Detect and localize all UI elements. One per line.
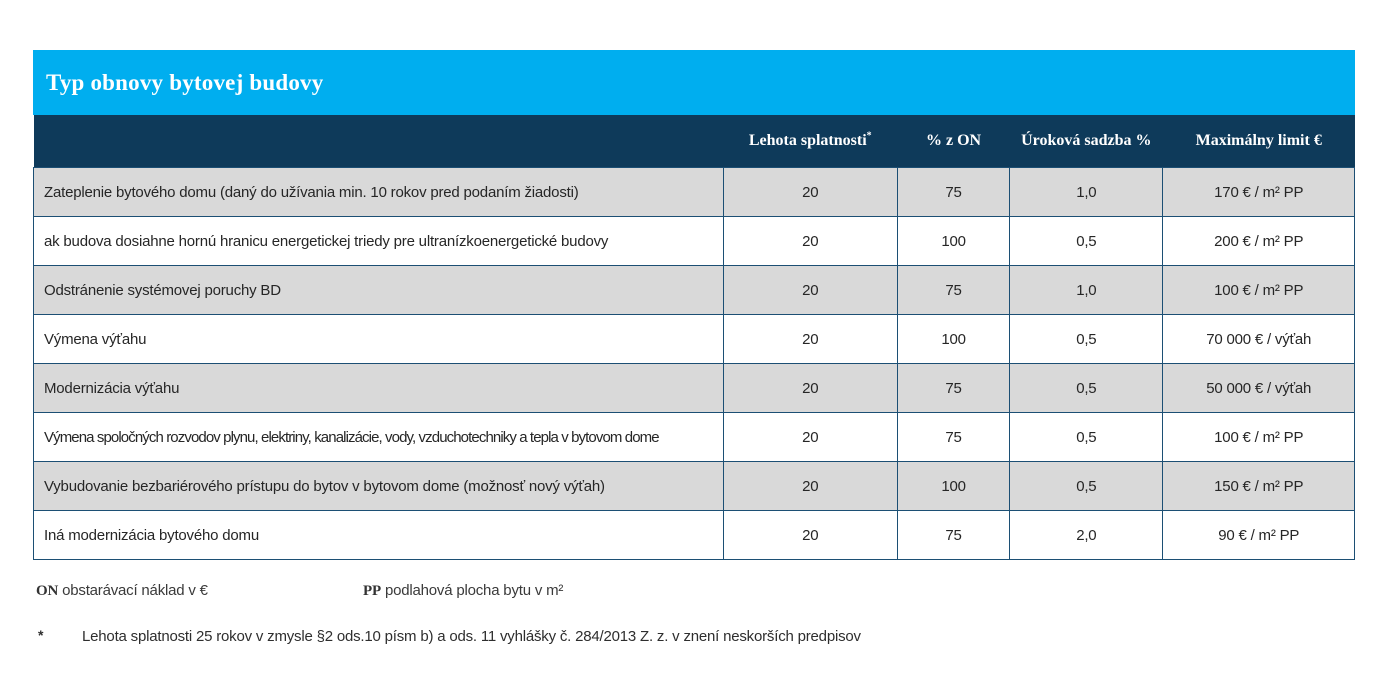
renovation-types-table: Typ obnovy bytovej budovy Lehota splatno… <box>33 50 1355 560</box>
footnote-marker-sup: * <box>866 130 872 142</box>
row-limit: 70 000 € / výťah <box>1162 314 1355 364</box>
legend-item-pp: PP podlahová plocha bytu v m² <box>363 582 563 600</box>
row-description: Výmena spoločných rozvodov plynu, elektr… <box>33 412 724 462</box>
table-row: Odstránenie systémovej poruchy BD 20 75 … <box>33 265 1355 315</box>
legend-text-on: obstarávací náklad v € <box>62 582 208 599</box>
page-title: Typ obnovy bytovej budovy <box>46 69 324 95</box>
row-term: 20 <box>722 510 898 560</box>
table-row: Výmena výťahu 20 100 0,5 70 000 € / výťa… <box>33 314 1355 364</box>
legend-item-on: ON obstarávací náklad v € <box>36 582 208 600</box>
row-rate: 0,5 <box>1009 461 1164 511</box>
row-pct-on: 100 <box>896 461 1011 511</box>
row-rate: 1,0 <box>1009 167 1164 217</box>
row-limit: 50 000 € / výťah <box>1162 363 1355 413</box>
row-pct-on: 100 <box>896 216 1011 266</box>
row-description: Modernizácia výťahu <box>33 363 724 413</box>
row-limit: 100 € / m² PP <box>1162 412 1355 462</box>
column-header-empty <box>33 115 724 168</box>
row-pct-on: 75 <box>896 167 1011 217</box>
table-row: Výmena spoločných rozvodov plynu, elektr… <box>33 412 1355 462</box>
header-row: Lehota splatnosti* % z ON Úroková sadzba… <box>33 115 1355 168</box>
row-description: ak budova dosiahne hornú hranicu energet… <box>33 216 724 266</box>
row-term: 20 <box>722 216 898 266</box>
abbreviation-legend: ON obstarávací náklad v € PP podlahová plo… <box>36 582 1356 606</box>
footnote: * Lehota splatnosti 25 rokov v zmysle §2… <box>38 628 1358 645</box>
row-limit: 170 € / m² PP <box>1162 167 1355 217</box>
row-description: Iná modernizácia bytového domu <box>33 510 724 560</box>
row-pct-on: 100 <box>896 314 1011 364</box>
row-term: 20 <box>722 265 898 315</box>
legend-abbr-on: ON <box>36 583 59 599</box>
row-term: 20 <box>722 167 898 217</box>
legend-abbr-pp: PP <box>363 583 381 599</box>
column-header-rate: Úroková sadzba % <box>1009 115 1163 168</box>
row-description: Vybudovanie bezbariérového prístupu do b… <box>33 461 724 511</box>
row-limit: 100 € / m² PP <box>1162 265 1355 315</box>
row-rate: 0,5 <box>1009 314 1164 364</box>
footnote-text: Lehota splatnosti 25 rokov v zmysle §2 o… <box>82 628 861 645</box>
row-pct-on: 75 <box>896 363 1011 413</box>
row-rate: 0,5 <box>1009 412 1164 462</box>
table-title-bar: Typ obnovy bytovej budovy <box>33 50 1355 115</box>
row-term: 20 <box>722 412 898 462</box>
row-term: 20 <box>722 314 898 364</box>
column-header-term: Lehota splatnosti* <box>723 115 898 168</box>
row-rate: 0,5 <box>1009 363 1164 413</box>
row-description: Zateplenie bytového domu (daný do užívan… <box>33 167 724 217</box>
row-rate: 0,5 <box>1009 216 1164 266</box>
row-term: 20 <box>722 363 898 413</box>
row-description: Výmena výťahu <box>33 314 724 364</box>
legend-text-pp: podlahová plocha bytu v m² <box>384 582 564 599</box>
row-limit: 200 € / m² PP <box>1162 216 1355 266</box>
table-row: ak budova dosiahne hornú hranicu energet… <box>33 216 1355 266</box>
column-header-limit-label: Maximálny limit € <box>1195 132 1322 149</box>
table-row: Zateplenie bytového domu (daný do užívan… <box>33 167 1355 217</box>
column-header-limit: Maximálny limit € <box>1162 115 1355 168</box>
row-rate: 1,0 <box>1009 265 1164 315</box>
renovation-table: Lehota splatnosti* % z ON Úroková sadzba… <box>33 115 1355 560</box>
row-pct-on: 75 <box>896 265 1011 315</box>
row-limit: 90 € / m² PP <box>1162 510 1355 560</box>
column-header-term-label: Lehota splatnosti <box>748 132 867 149</box>
row-rate: 2,0 <box>1009 510 1164 560</box>
table-row: Vybudovanie bezbariérového prístupu do b… <box>33 461 1355 511</box>
table-row: Iná modernizácia bytového domu 20 75 2,0… <box>33 510 1355 560</box>
row-description: Odstránenie systémovej poruchy BD <box>33 265 724 315</box>
column-header-pct-on-label: % z ON <box>926 132 982 149</box>
row-limit: 150 € / m² PP <box>1162 461 1355 511</box>
footnote-marker: * <box>38 627 44 643</box>
column-header-rate-label: Úroková sadzba % <box>1021 132 1152 149</box>
table-row: Modernizácia výťahu 20 75 0,5 50 000 € /… <box>33 363 1355 413</box>
row-term: 20 <box>722 461 898 511</box>
column-header-pct-on: % z ON <box>897 115 1010 168</box>
row-pct-on: 75 <box>896 412 1011 462</box>
row-pct-on: 75 <box>896 510 1011 560</box>
